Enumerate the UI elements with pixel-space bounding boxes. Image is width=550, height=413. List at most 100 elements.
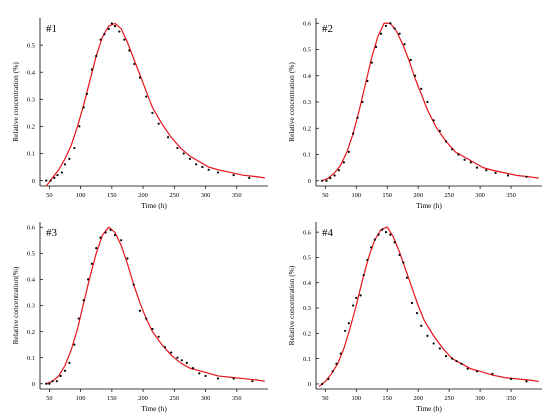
data-point <box>361 100 364 104</box>
x-tick-label: 350 <box>506 192 516 199</box>
x-tick-label: 350 <box>506 395 516 402</box>
data-point <box>176 146 179 150</box>
x-tick-label: 150 <box>382 395 392 402</box>
data-point <box>344 329 347 332</box>
panel-title: #3 <box>46 227 58 239</box>
data-point <box>63 369 67 372</box>
x-tick-label: 100 <box>351 395 361 402</box>
data-point <box>525 380 528 383</box>
x-tick-label: 300 <box>475 192 485 199</box>
data-point <box>133 62 136 66</box>
data-point <box>438 347 441 350</box>
y-axis-title: Relative concentration(%) <box>11 266 20 344</box>
y-tick-label: 0.3 <box>303 99 311 106</box>
data-point <box>110 22 113 25</box>
x-axis-title: Time (h) <box>416 201 442 210</box>
y-tick-label: 0.4 <box>27 69 36 76</box>
data-point <box>432 119 435 122</box>
data-point <box>327 377 330 380</box>
panel-title: #2 <box>322 23 333 35</box>
y-tick-label: 0.6 <box>303 20 311 27</box>
y-tick-label: 0.1 <box>303 152 311 159</box>
data-point <box>410 301 414 305</box>
data-point <box>370 246 373 249</box>
data-point <box>53 176 56 179</box>
x-tick-label: 200 <box>413 192 423 199</box>
data-point <box>333 174 336 177</box>
data-point <box>393 241 396 244</box>
data-point <box>469 161 472 164</box>
data-point <box>151 327 154 331</box>
data-point <box>379 32 383 35</box>
y-tick-label: 0.1 <box>303 356 311 363</box>
x-tick-label: 150 <box>382 192 392 199</box>
data-point <box>55 380 58 383</box>
fit-curve <box>321 22 539 182</box>
data-point <box>335 362 338 365</box>
y-tick-label: 0.1 <box>27 151 35 158</box>
data-point <box>180 359 183 362</box>
y-axis-title: Relative concentration (%) <box>287 62 296 142</box>
data-point <box>451 148 454 151</box>
data-point <box>329 177 332 180</box>
data-point <box>339 352 342 355</box>
data-point <box>82 106 85 109</box>
chart-panel-1: 50 100 150 200 250 300 350 0 0.1 0.2 0.3 0.4 0.5 Time… <box>11 18 268 210</box>
data-point <box>403 43 406 46</box>
y-tick-label: 0.2 <box>27 124 35 131</box>
data-point <box>216 171 220 174</box>
y-tick-label: 0.2 <box>303 125 311 132</box>
data-point <box>373 238 376 241</box>
data-point <box>157 122 160 125</box>
data-point <box>251 380 254 383</box>
x-tick-label: 300 <box>475 395 485 402</box>
data-point <box>78 125 81 128</box>
chart-panel-3: 50 100 150 200 250 300 350 0 0.1 0.2 0.3 0.4 0.5 0.6 T… <box>11 222 268 413</box>
y-tick-label: 0.1 <box>27 355 35 362</box>
data-point <box>118 30 121 33</box>
y-tick-label: 0.4 <box>303 280 312 287</box>
data-point <box>398 253 401 256</box>
data-point <box>475 166 479 169</box>
data-point <box>352 304 355 307</box>
data-point <box>166 136 170 139</box>
y-tick-label: 0.4 <box>303 73 312 80</box>
x-tick-label: 250 <box>444 395 454 402</box>
data-point <box>384 231 388 234</box>
y-tick-label: 0.5 <box>303 47 311 54</box>
x-tick-label: 50 <box>46 395 52 402</box>
y-tick-label: 0.5 <box>27 251 35 258</box>
x-tick-label: 150 <box>107 395 117 402</box>
y-tick-label: 0.4 <box>27 277 36 284</box>
data-point <box>409 58 412 62</box>
data-point <box>56 174 59 177</box>
data-point <box>389 233 392 236</box>
data-point <box>163 346 167 349</box>
data-point <box>438 129 441 132</box>
data-point <box>426 334 429 337</box>
y-tick-label: 0.2 <box>303 331 311 338</box>
fit-curve <box>45 22 265 186</box>
x-tick-label: 100 <box>76 192 86 199</box>
data-point <box>182 152 185 155</box>
x-tick-label: 200 <box>413 395 423 402</box>
data-point <box>457 153 460 156</box>
data-point <box>51 380 54 383</box>
data-point <box>355 296 358 300</box>
y-tick-label: 0.3 <box>27 303 35 310</box>
data-point <box>444 140 448 143</box>
data-point <box>362 274 365 277</box>
data-point <box>455 360 458 363</box>
data-point <box>525 175 528 178</box>
data-point <box>185 361 188 365</box>
data-point <box>68 361 71 365</box>
data-point <box>420 324 423 327</box>
data-point <box>157 335 160 338</box>
y-tick-label: 0.6 <box>27 224 35 231</box>
data-point <box>347 150 350 153</box>
data-point <box>45 382 48 385</box>
y-axis-title: Relative concentration (%) <box>11 62 20 142</box>
data-point <box>444 355 448 358</box>
data-point <box>198 372 201 375</box>
data-point <box>356 116 359 119</box>
